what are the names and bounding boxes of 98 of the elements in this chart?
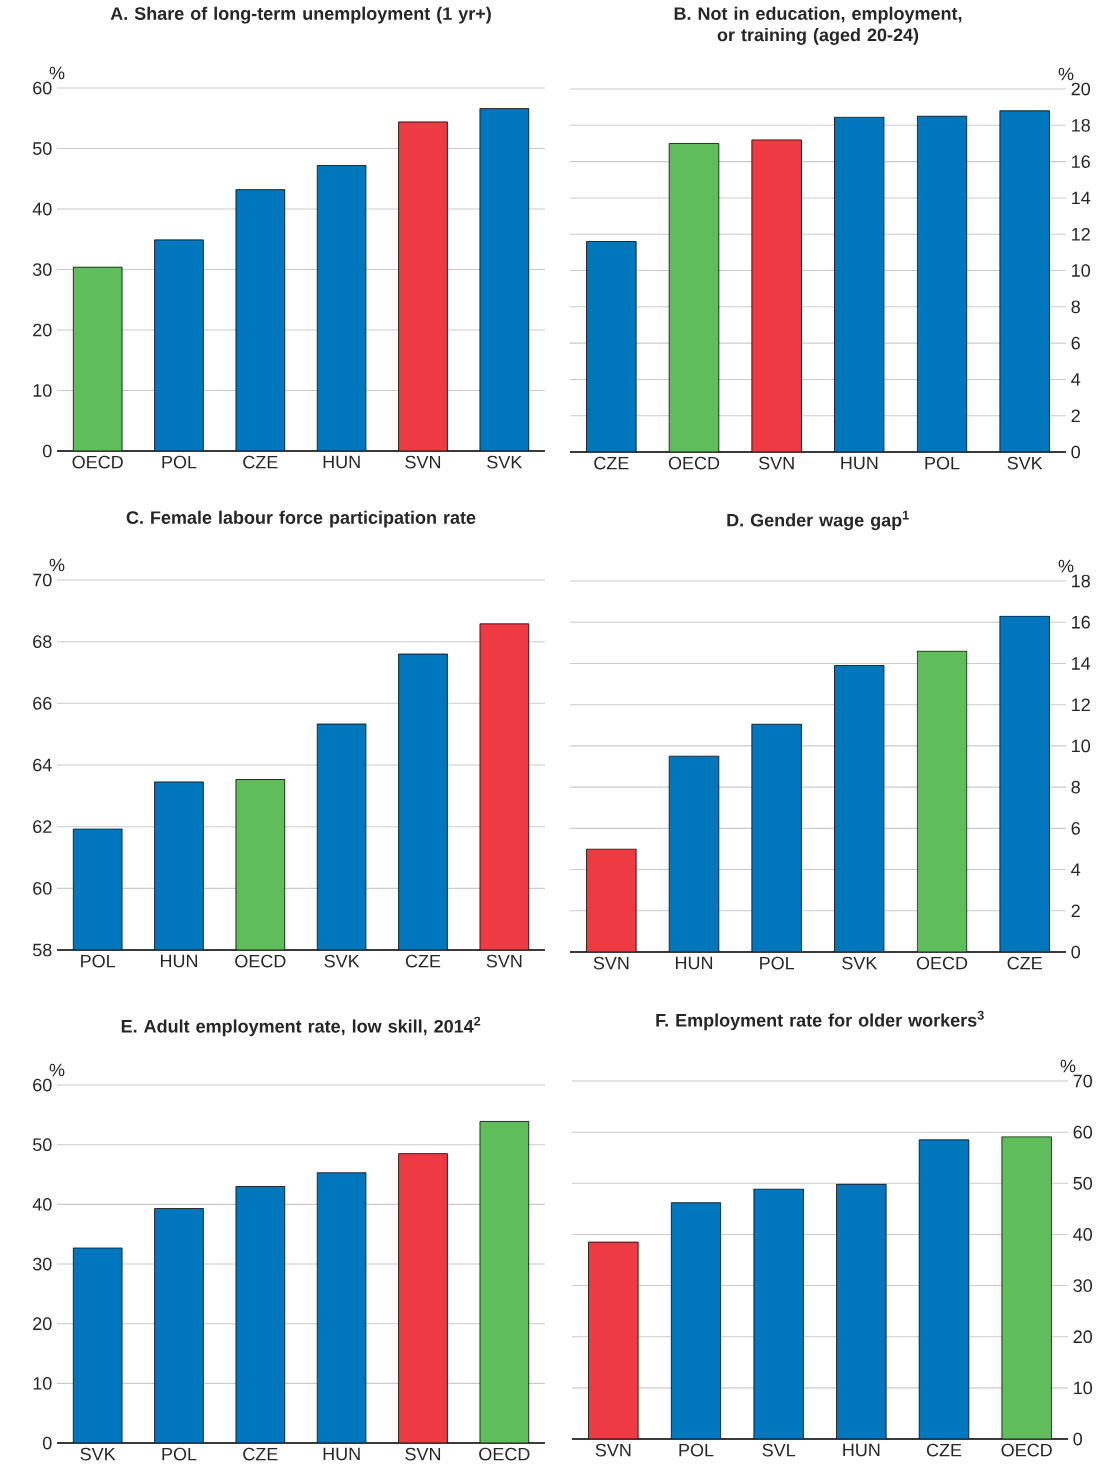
x-tick-label: HUN: [843, 1443, 880, 1457]
y-tick-label: 70: [33, 573, 52, 587]
y2-tick-label: 6: [1071, 821, 1080, 835]
y-tick-label: 68: [33, 635, 52, 649]
y2-tick-label: 10: [1072, 739, 1091, 753]
x-tick-label: SVN: [405, 1447, 441, 1461]
y-tick-label: 10: [33, 384, 52, 397]
x-tick-label: HUN: [323, 1447, 360, 1461]
x-tick-label: OECD: [479, 1447, 530, 1461]
y2-tick-label: 14: [1072, 191, 1091, 205]
y2-tick-label: 6: [1071, 336, 1080, 350]
chart-title: D. Gender wage gap$^{1}$: [727, 510, 909, 531]
x-tick-label: OECD: [72, 455, 123, 469]
y2-tick-label: 10: [1074, 1381, 1093, 1395]
y2-tick-label: 14: [1072, 657, 1091, 670]
x-tick-label: CZE: [405, 954, 441, 968]
y-tick-label: 20: [33, 1317, 52, 1331]
y-axis-title: %: [49, 66, 65, 80]
y2-tick-label: 2: [1071, 409, 1080, 422]
y-tick-label: 40: [32, 202, 52, 216]
x-tick-label: SVK: [842, 956, 878, 970]
x-tick-label: SVK: [1007, 456, 1043, 470]
y2-tick-label: 16: [1072, 155, 1090, 168]
y-tick-label: 58: [32, 943, 52, 957]
y2-tick-label: 18: [1072, 118, 1090, 132]
y2-tick-label: 12: [1072, 698, 1090, 711]
y2-tick-label: 0: [1071, 445, 1081, 459]
y-tick-label: 30: [32, 1257, 52, 1271]
y-tick-label: 40: [32, 1197, 52, 1211]
y-tick-label: 0: [42, 1436, 52, 1450]
y2-tick-label: 8: [1071, 300, 1080, 314]
x-tick-label: SVK: [324, 954, 360, 968]
x-tick-label: CZE: [243, 455, 278, 469]
y-tick-label: 60: [33, 1078, 52, 1092]
x-tick-label: POL: [925, 456, 960, 470]
y2-axis-title: %: [1060, 1059, 1076, 1073]
y-tick-label: 64: [33, 758, 52, 772]
x-tick-label: OECD: [235, 954, 286, 968]
x-tick-label: HUN: [160, 954, 198, 968]
x-tick-label: POL: [81, 954, 116, 968]
y2-tick-label: 4: [1071, 373, 1081, 386]
x-tick-label: OECD: [668, 456, 720, 470]
y-tick-label: 66: [33, 696, 52, 710]
y2-tick-label: 4: [1071, 863, 1081, 876]
y2-tick-label: 50: [1073, 1176, 1093, 1190]
y2-tick-label: 12: [1072, 227, 1090, 241]
x-tick-label: POL: [760, 956, 795, 970]
y-tick-label: 50: [32, 142, 52, 155]
x-tick-label: SVN: [595, 1443, 631, 1457]
y2-tick-label: 20: [1071, 82, 1091, 96]
x-tick-label: HUN: [323, 455, 360, 469]
x-tick-label: SVN: [593, 956, 629, 970]
x-tick-label: SVN: [405, 455, 441, 469]
y-tick-label: 62: [33, 820, 52, 834]
y-tick-label: 30: [32, 263, 52, 276]
x-tick-label: POL: [679, 1443, 714, 1457]
chart-title: B. Not in education, employment, or training (aged 20-24): [674, 6, 962, 45]
y2-tick-label: 30: [1073, 1279, 1093, 1292]
x-tick-label: CZE: [594, 456, 629, 470]
x-tick-label: HUN: [841, 456, 878, 470]
chart-title: F. Employment rate for older workers$^{3}$: [656, 1010, 984, 1031]
x-tick-label: CZE: [243, 1447, 278, 1461]
x-tick-label: POL: [162, 1447, 197, 1461]
y2-tick-label: 8: [1071, 780, 1080, 794]
x-tick-label: CZE: [926, 1443, 962, 1457]
x-tick-label: OECD: [1001, 1443, 1052, 1457]
x-tick-label: SVN: [758, 456, 794, 470]
y2-tick-label: 20: [1073, 1330, 1093, 1344]
y2-tick-label: 70: [1073, 1074, 1093, 1088]
y-tick-label: 50: [32, 1138, 52, 1152]
y-axis-title: %: [49, 558, 65, 572]
x-tick-label: OECD: [916, 956, 968, 970]
chart-title: E. Adult employment rate, low skill, 2014$^{2}$: [121, 1016, 481, 1037]
y2-tick-label: 40: [1073, 1228, 1093, 1241]
y2-tick-label: 18: [1072, 574, 1090, 588]
x-tick-label: CZE: [1007, 956, 1042, 970]
y-tick-label: 0: [42, 444, 52, 458]
y2-axis-title: %: [1058, 559, 1074, 573]
y-axis-title: %: [49, 1063, 65, 1077]
y2-tick-label: 2: [1071, 904, 1080, 918]
x-tick-label: POL: [162, 455, 197, 469]
y2-axis-title: %: [1058, 67, 1074, 81]
x-tick-label: SVN: [486, 954, 522, 968]
x-tick-label: SVK: [80, 1447, 116, 1461]
y-tick-label: 60: [33, 81, 52, 95]
chart-title: C. Female labour force participation rate: [126, 510, 476, 528]
y2-tick-label: 60: [1073, 1125, 1093, 1139]
x-tick-label: HUN: [675, 956, 713, 970]
y-tick-label: 60: [33, 881, 52, 895]
x-tick-label: SVK: [487, 455, 523, 469]
y2-tick-label: 10: [1072, 264, 1091, 277]
y-tick-label: 10: [33, 1376, 52, 1390]
y2-tick-label: 0: [1071, 945, 1081, 959]
y-tick-label: 20: [33, 323, 52, 337]
y2-tick-label: 16: [1072, 615, 1090, 629]
chart-title: A. Share of long-term unemployment (1 yr+): [110, 6, 491, 24]
x-tick-label: SVL: [762, 1443, 796, 1457]
y2-tick-label: 0: [1073, 1432, 1083, 1446]
